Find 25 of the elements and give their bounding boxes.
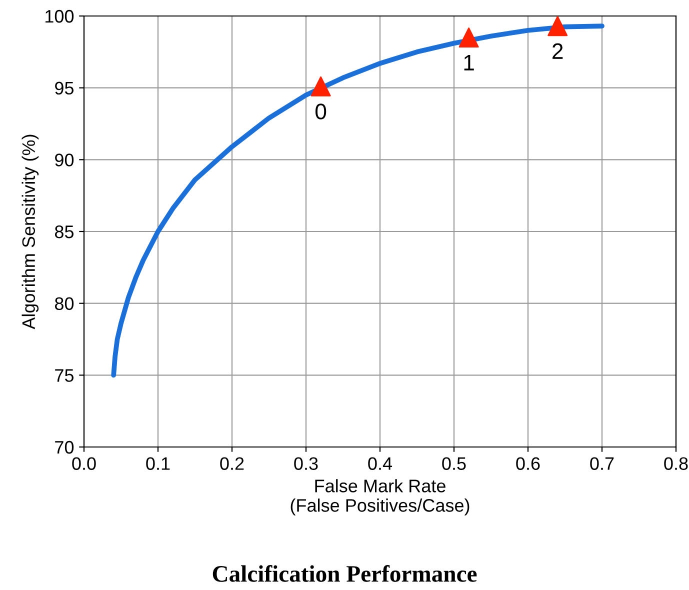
- y-tick-label: 85: [54, 225, 74, 238]
- point: [310, 76, 331, 96]
- point: [548, 16, 568, 36]
- y-tick-label: 70: [55, 440, 74, 454]
- x-tick-label: 0.2: [220, 457, 244, 470]
- y-tick-label: 90: [55, 154, 74, 166]
- y-axis-title: Algorithm Sensitivity (%): [22, 134, 39, 330]
- x-tick-label: 0.5: [442, 457, 466, 470]
- x-tick-label: 0.8: [664, 457, 688, 470]
- annotation: 1: [464, 55, 474, 70]
- x-tick-label: 0.7: [590, 457, 614, 470]
- y-tick-label: 95: [55, 82, 74, 95]
- x-tick-label: 0.6: [516, 457, 540, 470]
- x-tick-label: 0.4: [368, 457, 392, 470]
- point: [458, 28, 479, 48]
- x-tick-label: 0.3: [294, 457, 318, 470]
- x-axis-title: False Mark Rate (False Positives/Case): [290, 479, 470, 516]
- y-tick-label: 75: [55, 369, 74, 382]
- text: Calcification Performance: [212, 565, 477, 582]
- annotation: 2: [552, 43, 563, 59]
- annotation: 0: [315, 104, 326, 120]
- y-tick-label: 100: [46, 10, 74, 23]
- y-tick-label: 80: [54, 297, 74, 310]
- x-tick-label: 0.0: [72, 457, 96, 470]
- x-tick-label: 0.1: [146, 457, 170, 470]
